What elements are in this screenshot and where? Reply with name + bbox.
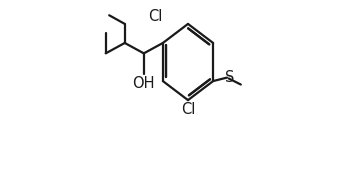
- Text: S: S: [225, 70, 234, 85]
- Text: Cl: Cl: [148, 9, 163, 24]
- Text: Cl: Cl: [181, 102, 195, 117]
- Text: OH: OH: [133, 76, 155, 91]
